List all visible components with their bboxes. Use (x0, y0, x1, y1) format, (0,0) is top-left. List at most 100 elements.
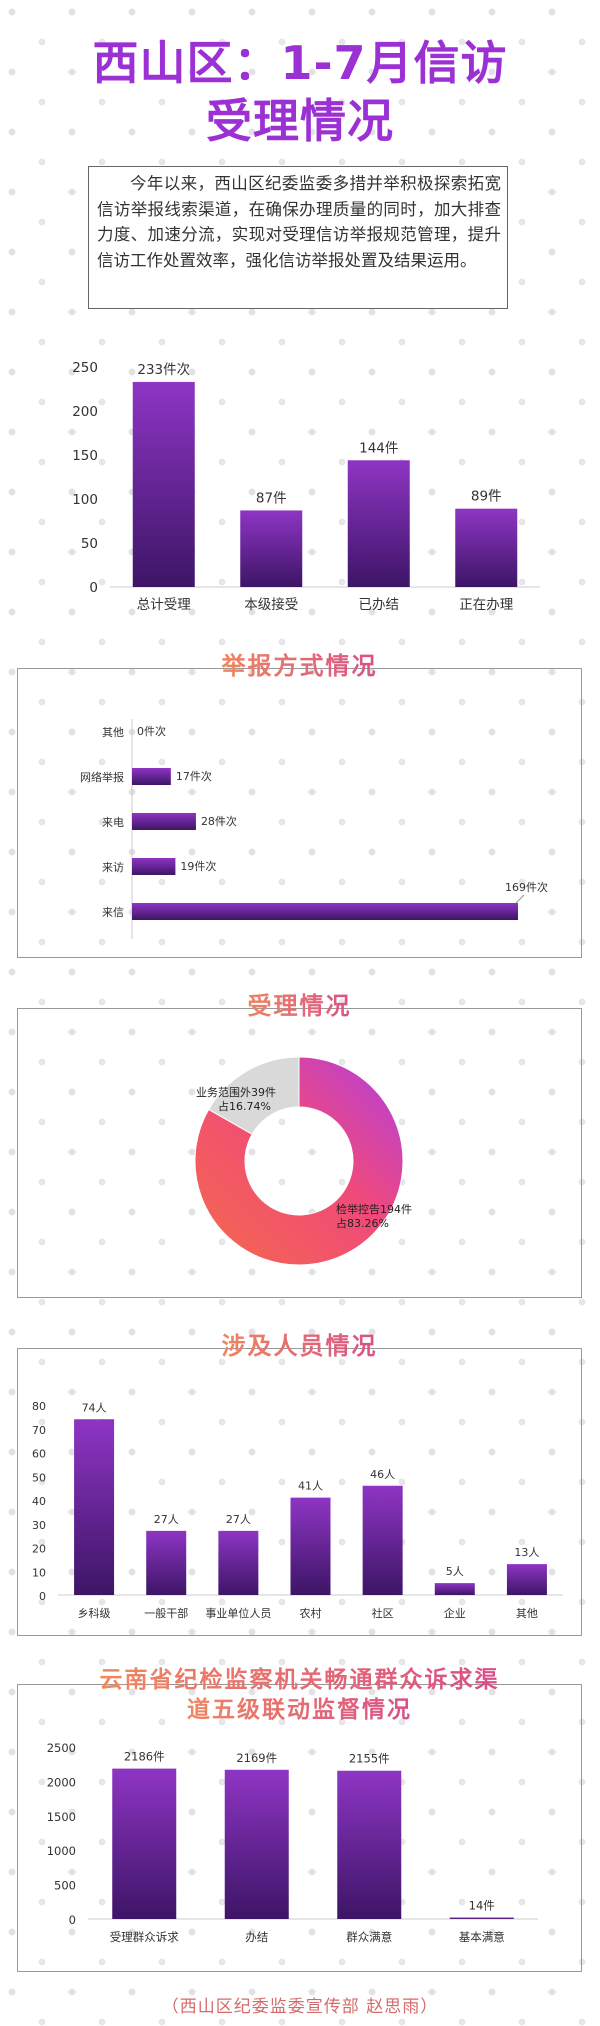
linkage-ytick: 2500 (47, 1741, 76, 1755)
persons-category-label: 其他 (516, 1607, 538, 1620)
acceptance-panel: 受理情况 检举控告194件 占83.26% 业务范围外39件 占16.74% (17, 992, 582, 1298)
linkage-data-label: 2169件 (236, 1751, 277, 1765)
summary-ytick: 0 (89, 580, 98, 596)
summary-data-label: 87件 (256, 490, 287, 506)
linkage-ytick: 2000 (47, 1775, 76, 1789)
methods-category-label: 来电 (102, 816, 124, 829)
credit-text: （西山区纪委监委宣传部 赵思雨） (161, 1997, 439, 2017)
persons-bar (434, 1583, 475, 1595)
persons-category-label: 社区 (372, 1606, 394, 1620)
methods-bar (132, 903, 518, 920)
summary-bar (240, 510, 303, 587)
donut-slice (208, 1056, 300, 1135)
persons-category-label: 事业单位人员 (205, 1606, 271, 1620)
summary-category-label: 正在办理 (459, 597, 513, 613)
methods-data-label: 17件次 (176, 769, 212, 783)
summary-ytick: 150 (72, 448, 98, 464)
methods-category-label: 来信 (102, 906, 124, 919)
methods-data-label: 169件次 (505, 880, 548, 894)
persons-data-label: 74人 (82, 1401, 107, 1414)
persons-data-label: 27人 (154, 1513, 179, 1526)
summary-data-label: 144件 (359, 440, 398, 456)
persons-ytick: 30 (32, 1519, 46, 1532)
linkage-ytick: 1500 (47, 1810, 76, 1824)
persons-data-label: 41人 (298, 1480, 323, 1493)
linkage-data-label: 2155件 (349, 1752, 390, 1766)
persons-panel-title: 涉及人员情况 (18, 1329, 581, 1363)
summary-bar (132, 381, 195, 587)
persons-bar (506, 1564, 547, 1595)
donut-slice-label: 占83.26% (336, 1216, 389, 1230)
summary-ytick: 100 (72, 492, 98, 508)
persons-bar (146, 1530, 187, 1595)
linkage-title-line2: 道五级联动监督情况 (175, 1697, 424, 1723)
summary-category-label: 总计受理 (137, 597, 191, 613)
persons-bar (74, 1419, 115, 1595)
persons-bar (290, 1497, 331, 1595)
linkage-category-label: 受理群众诉求 (110, 1930, 179, 1944)
persons-data-label: 27人 (226, 1513, 251, 1526)
persons-ytick: 10 (32, 1566, 46, 1579)
methods-data-label: 28件次 (201, 814, 237, 828)
persons-title-text: 涉及人员情况 (210, 1332, 390, 1360)
persons-ytick: 70 (32, 1424, 46, 1437)
donut-slice-label: 检举控告194件 (336, 1202, 412, 1216)
persons-data-label: 5人 (446, 1565, 464, 1578)
donut-slice (194, 1056, 404, 1266)
persons-ytick: 0 (39, 1590, 46, 1603)
summary-data-label: 233件次 (137, 362, 190, 378)
summary-category-label: 本级接受 (244, 596, 298, 613)
methods-leader-line (515, 894, 525, 904)
linkage-panel: 云南省纪检监察机关畅通群众诉求渠 道五级联动监督情况 0 500 1000 1500 2… (17, 1667, 582, 1972)
summary-bar (455, 508, 518, 587)
persons-ytick: 50 (32, 1471, 46, 1484)
persons-bar (218, 1530, 259, 1595)
persons-data-label: 46人 (370, 1468, 395, 1481)
methods-data-label: 19件次 (180, 859, 216, 873)
linkage-bar (112, 1768, 177, 1919)
persons-ytick: 40 (32, 1495, 46, 1508)
page-title: 西山区：1-7月信访 受理情况 (0, 34, 600, 150)
linkage-category-label: 基本满意 (459, 1930, 505, 1944)
linkage-data-label: 14件 (469, 1899, 495, 1913)
persons-data-label: 13人 (514, 1546, 539, 1559)
linkage-category-label: 办结 (245, 1930, 268, 1944)
persons-ytick: 20 (32, 1543, 46, 1556)
persons-bar (362, 1485, 403, 1595)
methods-title-text: 举报方式情况 (210, 652, 390, 680)
linkage-ytick: 500 (54, 1879, 76, 1893)
donut-slice-label: 业务范围外39件 (196, 1085, 276, 1099)
linkage-ytick: 0 (69, 1913, 76, 1927)
linkage-bar (449, 1917, 514, 1919)
methods-category-label: 网络举报 (80, 770, 124, 784)
persons-ytick: 60 (32, 1448, 46, 1461)
page-title-line2: 受理情况 (206, 94, 394, 148)
summary-ytick: 250 (72, 360, 98, 376)
linkage-data-label: 2186件 (124, 1750, 165, 1764)
persons-category-label: 一般干部 (144, 1606, 188, 1620)
summary-bar (347, 460, 410, 587)
methods-bar (132, 858, 176, 875)
methods-bar (132, 768, 171, 785)
donut-slice-label: 占16.74% (218, 1099, 271, 1113)
persons-category-label: 农村 (300, 1606, 322, 1620)
linkage-bar (224, 1769, 289, 1919)
summary-data-label: 89件 (471, 489, 502, 505)
linkage-bar (337, 1770, 402, 1919)
linkage-title-line1: 云南省纪检监察机关畅通群众诉求渠 (88, 1667, 512, 1693)
acceptance-panel-title: 受理情况 (18, 989, 581, 1023)
linkage-category-label: 群众满意 (346, 1930, 392, 1944)
linkage-ytick: 1000 (47, 1844, 76, 1858)
methods-category-label: 来访 (102, 861, 124, 874)
methods-data-label: 0件次 (137, 724, 166, 738)
summary-ytick: 200 (72, 404, 98, 420)
page-title-line1: 西山区：1-7月信访 (92, 36, 508, 90)
methods-category-label: 其他 (102, 726, 124, 739)
intro-text: 今年以来，西山区纪委监委多措并举积极探索拓宽信访举报线索渠道，在确保办理质量的同… (88, 166, 508, 309)
persons-panel: 涉及人员情况 0 10 20 30 40 50 60 70 80 74人 乡科级 27人 一般干部 27人… (17, 1332, 582, 1636)
